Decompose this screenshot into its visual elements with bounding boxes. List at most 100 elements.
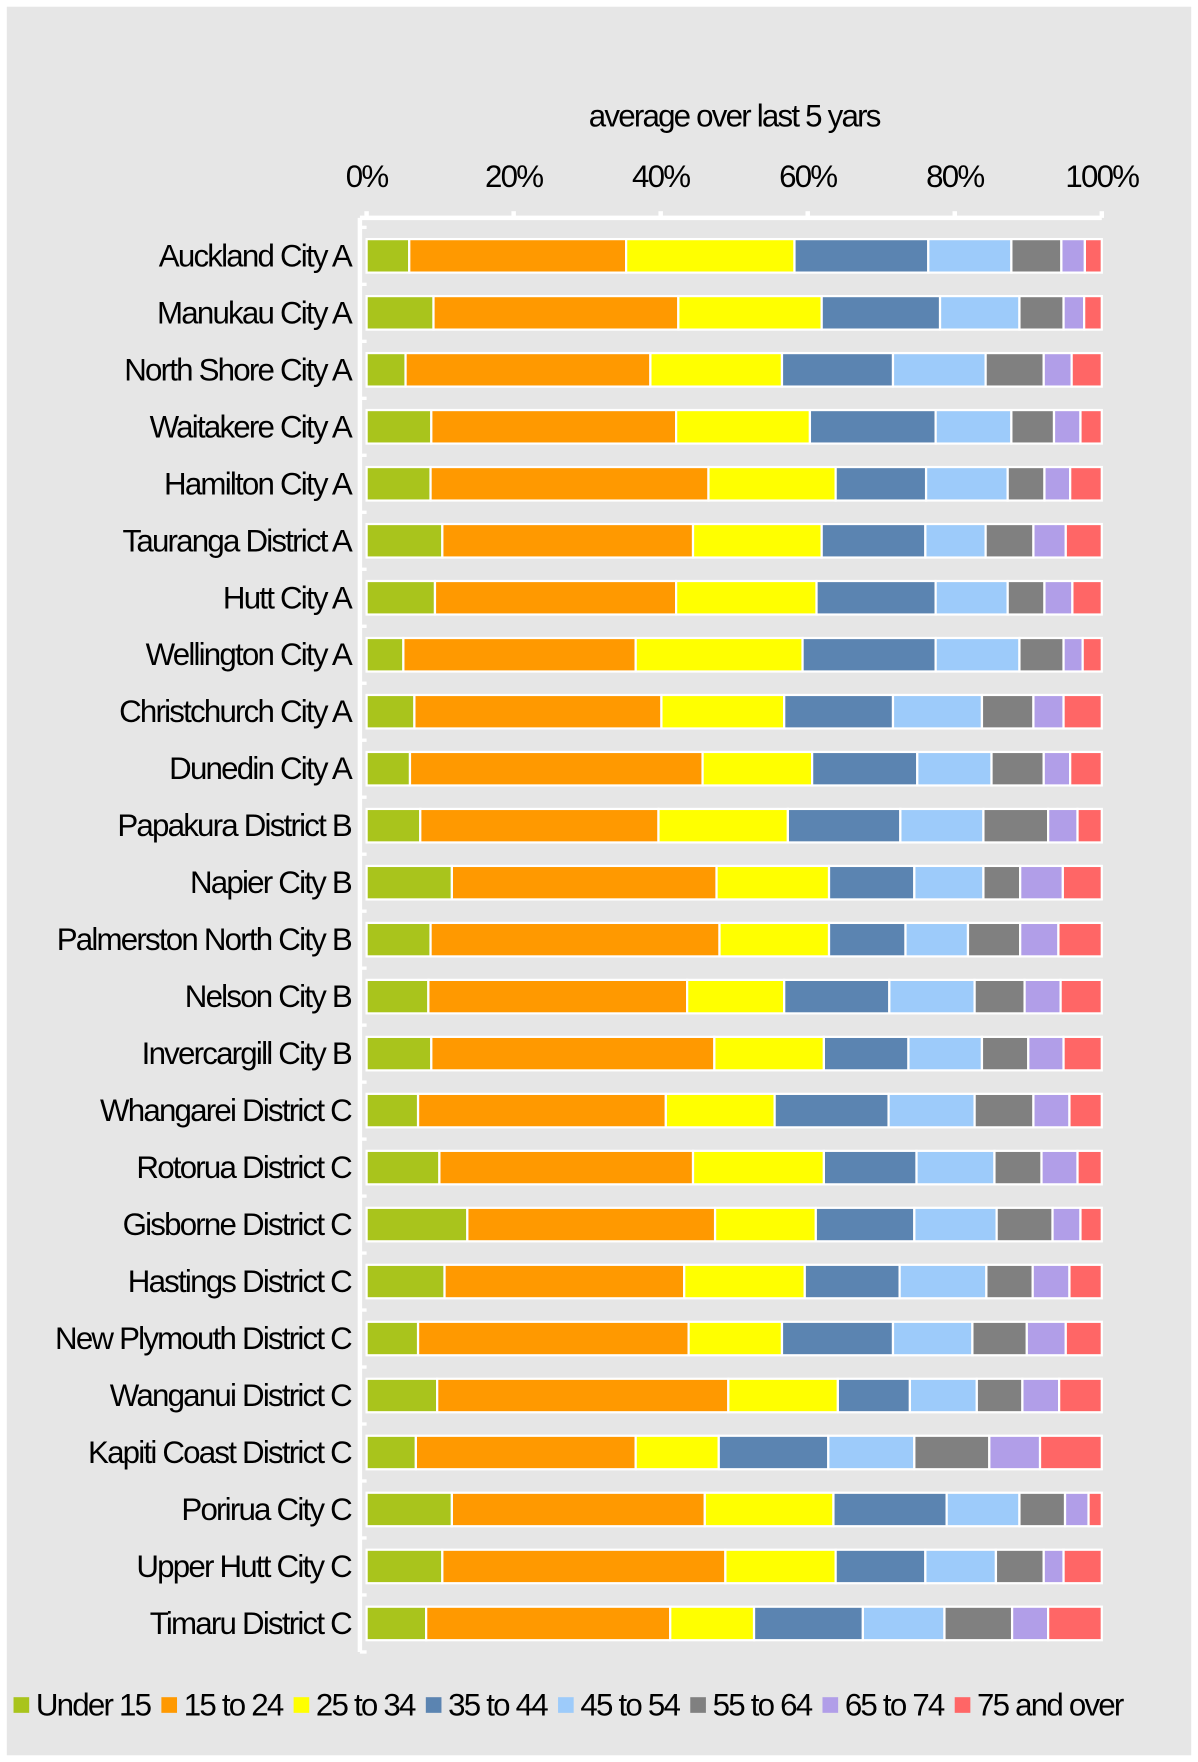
bar-segment — [425, 1605, 672, 1642]
bar-segment — [924, 522, 987, 559]
bar-segment — [924, 1548, 998, 1585]
y-tick-label: Timaru District C — [150, 1606, 352, 1641]
y-tick-label: Upper Hutt City C — [136, 1549, 352, 1584]
bar-segment — [634, 1434, 720, 1471]
bar-segment — [827, 921, 907, 958]
legend-label: Under 15 — [36, 1688, 152, 1723]
bar-segment — [429, 465, 710, 502]
y-tick-label: Gisborne District C — [123, 1207, 353, 1242]
bar-segment — [669, 1605, 756, 1642]
legend-label: 15 to 24 — [184, 1688, 284, 1723]
bar-segment — [913, 1434, 991, 1471]
bar-segment — [1052, 408, 1082, 445]
bar-segment — [365, 1548, 444, 1585]
bar-segment — [1043, 465, 1072, 502]
bar-segment — [436, 1377, 730, 1414]
y-tick-label: North Shore City A — [124, 352, 353, 387]
bar-segment — [466, 1206, 717, 1243]
bar-segment — [1043, 579, 1074, 616]
bar-segment — [995, 1206, 1054, 1243]
bar-segment — [1047, 807, 1079, 844]
bar-segment — [980, 1035, 1030, 1072]
bar-segment — [904, 921, 970, 958]
bar-segment — [1010, 408, 1056, 445]
bar-segment — [365, 1320, 420, 1357]
bar-segment — [430, 408, 678, 445]
y-tick-label: Auckland City A — [159, 238, 353, 273]
bar-segment — [441, 1548, 727, 1585]
bar-segment — [450, 1491, 706, 1528]
x-tick-label: 0% — [346, 159, 389, 194]
bar-segment — [701, 750, 814, 787]
bar-segment — [433, 579, 678, 616]
bar-segment — [724, 1548, 837, 1585]
bar-segment — [1018, 1491, 1067, 1528]
legend-swatch — [954, 1697, 971, 1713]
bar-segment — [657, 807, 789, 844]
bar-segment — [1069, 465, 1103, 502]
bar-segment — [820, 294, 942, 331]
bar-segment — [1081, 636, 1103, 673]
bar-segment — [908, 1377, 978, 1414]
bar-segment — [993, 1149, 1043, 1186]
legend-label: 55 to 64 — [713, 1688, 813, 1723]
legend-label: 25 to 34 — [316, 1688, 416, 1723]
bar-segment — [888, 978, 976, 1015]
bar-segment — [687, 1320, 784, 1357]
bar-segment — [984, 351, 1045, 388]
bar-segment — [1040, 1149, 1079, 1186]
bar-segment — [1057, 921, 1103, 958]
bar-segment — [1063, 1491, 1090, 1528]
bar-segment — [365, 636, 405, 673]
axis-title: average over last 5 yars — [589, 99, 881, 134]
legend-swatch — [558, 1697, 574, 1713]
bar-segment — [365, 1206, 469, 1243]
bar-segment — [861, 1605, 946, 1642]
bar-segment — [365, 1491, 453, 1528]
legend-swatch — [161, 1697, 178, 1713]
bar-segment — [887, 1092, 976, 1129]
bar-segment — [408, 237, 628, 274]
y-tick-label: Porirua City C — [181, 1492, 352, 1527]
bar-segment — [414, 1434, 637, 1471]
bar-segment — [1032, 693, 1065, 730]
bar-segment — [1062, 636, 1084, 673]
bar-segment — [432, 294, 680, 331]
bar-segment — [927, 237, 1013, 274]
bar-segment — [780, 1320, 895, 1357]
bar-segment — [801, 636, 937, 673]
y-tick-label: Palmerston North City B — [57, 922, 352, 957]
bar-segment — [365, 750, 412, 787]
bar-segment — [707, 465, 837, 502]
bar-segment — [677, 294, 823, 331]
bar-segment — [713, 1035, 826, 1072]
x-tick-label: 60% — [779, 159, 837, 194]
bar-segment — [836, 1377, 912, 1414]
bar-segment — [365, 978, 430, 1015]
bar-segment — [1062, 1548, 1103, 1585]
bar-segment — [365, 1092, 420, 1129]
bar-segment — [365, 1149, 441, 1186]
bar-segment — [625, 237, 796, 274]
bar-segment — [938, 294, 1021, 331]
bar-segment — [891, 693, 984, 730]
bar-segment — [822, 1149, 918, 1186]
bar-segment — [988, 1434, 1042, 1471]
legend-swatch — [425, 1697, 442, 1713]
bar-segment — [934, 408, 1013, 445]
y-tick-label: Hutt City A — [223, 580, 353, 615]
bar-segment — [683, 1263, 806, 1300]
bar-segment — [808, 408, 937, 445]
bar-segment — [773, 1092, 890, 1129]
legend-label: 35 to 44 — [448, 1688, 548, 1723]
bar-segment — [1038, 1434, 1103, 1471]
bar-segment — [402, 636, 637, 673]
bar-segment — [1068, 1092, 1103, 1129]
bar-segment — [783, 693, 895, 730]
y-tick-label: Rotorua District C — [136, 1150, 352, 1185]
bar-segment — [1042, 750, 1072, 787]
bar-segment — [404, 351, 652, 388]
bar-segment — [691, 1149, 826, 1186]
bar-segment — [691, 522, 823, 559]
bar-segment — [365, 408, 433, 445]
